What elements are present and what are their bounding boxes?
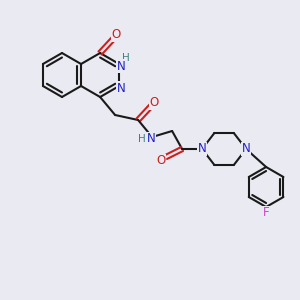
Text: N: N bbox=[147, 133, 155, 146]
Text: O: O bbox=[149, 97, 159, 110]
Text: F: F bbox=[263, 206, 269, 220]
Text: H: H bbox=[122, 53, 130, 63]
Text: O: O bbox=[157, 154, 166, 167]
Text: N: N bbox=[117, 59, 125, 73]
Text: N: N bbox=[117, 59, 125, 73]
Text: H: H bbox=[138, 134, 146, 144]
Text: O: O bbox=[112, 28, 121, 41]
Text: N: N bbox=[198, 142, 206, 155]
Text: N: N bbox=[147, 133, 155, 146]
Text: O: O bbox=[157, 154, 166, 167]
Text: O: O bbox=[149, 97, 159, 110]
Text: F: F bbox=[263, 206, 269, 220]
Text: N: N bbox=[242, 142, 250, 155]
Text: N: N bbox=[198, 142, 206, 155]
Text: H: H bbox=[122, 53, 130, 63]
Text: O: O bbox=[112, 28, 121, 41]
Text: H: H bbox=[138, 134, 146, 144]
Text: N: N bbox=[117, 82, 125, 94]
Text: N: N bbox=[117, 82, 125, 94]
Text: N: N bbox=[242, 142, 250, 155]
